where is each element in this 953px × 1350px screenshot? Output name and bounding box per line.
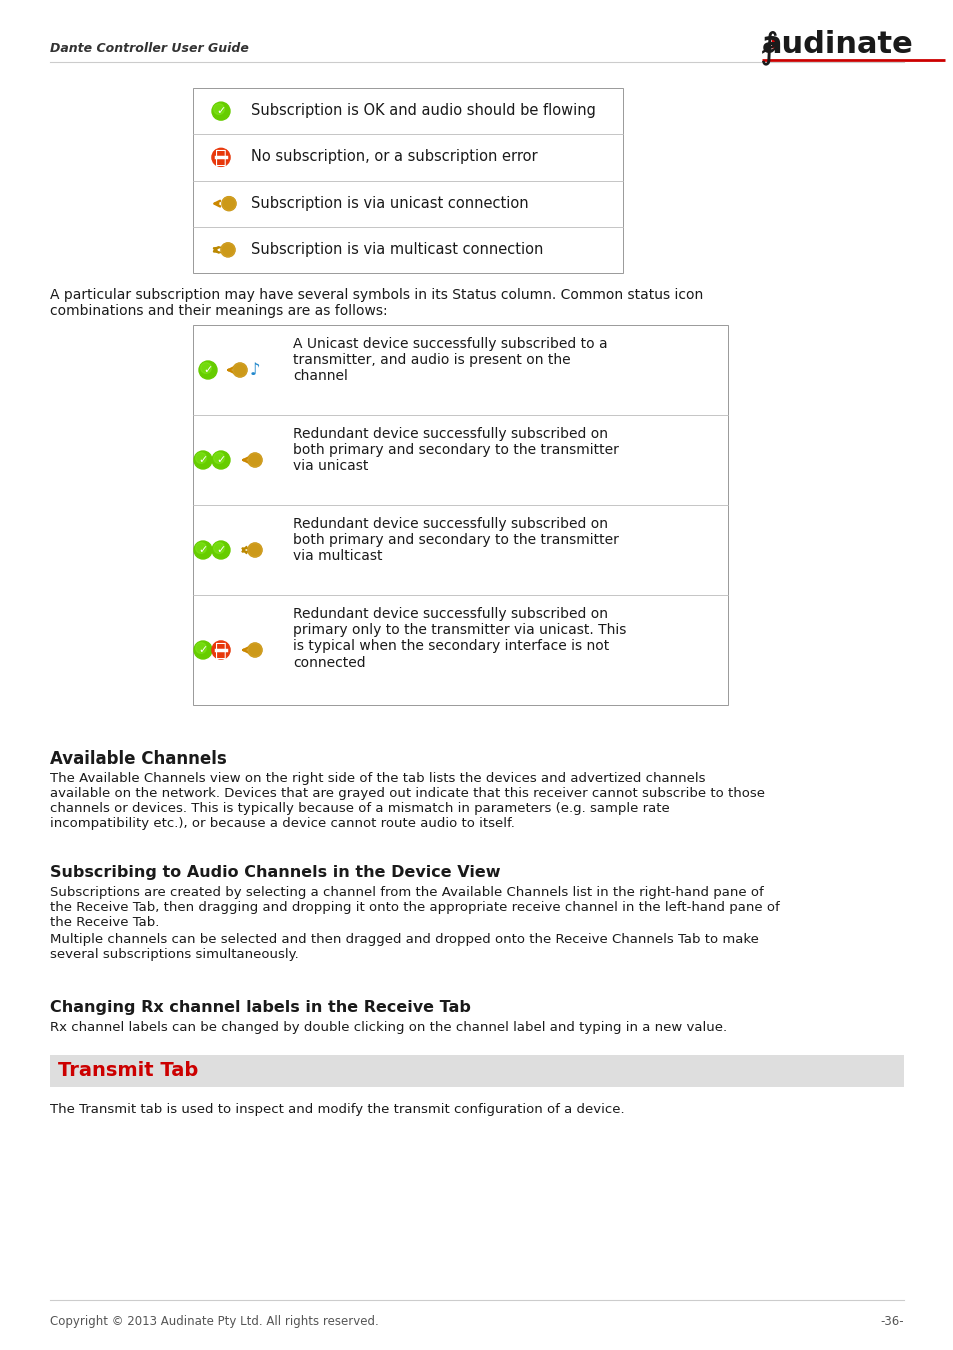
Text: ♪: ♪ [250,360,260,379]
Text: -36-: -36- [880,1315,903,1328]
Circle shape [199,360,216,379]
Circle shape [200,363,212,374]
Circle shape [212,148,230,166]
Text: Subscription is via unicast connection: Subscription is via unicast connection [251,196,528,211]
Bar [50,1054,903,1087]
Text: ⃠: ⃠ [214,640,227,660]
Text: Redundant device successfully subscribed on
both primary and secondary to the tr: Redundant device successfully subscribed… [293,517,618,563]
Circle shape [193,541,212,559]
Text: Copyright © 2013 Audinate Pty Ltd. All rights reserved.: Copyright © 2013 Audinate Pty Ltd. All r… [50,1315,378,1328]
Circle shape [195,643,206,653]
Text: ✓: ✓ [216,545,226,555]
Text: Changing Rx channel labels in the Receive Tab: Changing Rx channel labels in the Receiv… [50,1000,471,1015]
Circle shape [248,454,262,467]
Circle shape [213,104,224,115]
Text: The Transmit tab is used to inspect and modify the transmit configuration of a d: The Transmit tab is used to inspect and … [50,1103,624,1116]
Circle shape [213,452,224,463]
Circle shape [248,454,262,467]
Circle shape [233,363,247,377]
Circle shape [222,197,235,211]
Circle shape [248,543,262,558]
Text: ✓: ✓ [198,455,208,464]
Text: Redundant device successfully subscribed on
both primary and secondary to the tr: Redundant device successfully subscribed… [293,427,618,474]
Bar [193,325,727,705]
Text: A Unicast device successfully subscribed to a
transmitter, and audio is present : A Unicast device successfully subscribed… [293,338,607,383]
Bar [193,88,622,273]
Circle shape [221,243,234,256]
Circle shape [248,643,262,657]
Text: Subscription is via multicast connection: Subscription is via multicast connection [251,242,543,256]
Text: Multiple channels can be selected and then dragged and dropped onto the Receive : Multiple channels can be selected and th… [50,933,758,961]
Circle shape [233,363,247,377]
Text: ⨏: ⨏ [760,30,778,65]
Text: Transmit Tab: Transmit Tab [58,1061,198,1080]
Text: audinate: audinate [761,30,913,59]
Text: ✓: ✓ [216,107,226,116]
Circle shape [221,243,234,256]
Circle shape [212,641,230,659]
Text: ✓: ✓ [216,455,226,464]
Text: ⃠: ⃠ [214,148,227,167]
Text: ✓: ✓ [198,545,208,555]
Text: ✓: ✓ [203,364,213,375]
Text: Subscribing to Audio Channels in the Device View: Subscribing to Audio Channels in the Dev… [50,865,500,880]
Circle shape [193,641,212,659]
Circle shape [212,541,230,559]
Text: Subscription is OK and audio should be flowing: Subscription is OK and audio should be f… [251,103,596,119]
Circle shape [248,643,262,657]
Text: Available Channels: Available Channels [50,751,227,768]
Circle shape [212,148,230,166]
Text: No subscription, or a subscription error: No subscription, or a subscription error [251,150,537,165]
Circle shape [212,451,230,468]
Text: ✓: ✓ [198,645,208,655]
Text: Rx channel labels can be changed by double clicking on the channel label and typ: Rx channel labels can be changed by doub… [50,1021,726,1034]
Circle shape [222,197,235,211]
Circle shape [193,451,212,468]
Text: Redundant device successfully subscribed on
primary only to the transmitter via : Redundant device successfully subscribed… [293,608,626,670]
Circle shape [213,543,224,554]
Text: A particular subscription may have several symbols in its Status column. Common : A particular subscription may have sever… [50,288,702,319]
Circle shape [212,641,230,659]
Circle shape [195,543,206,554]
Circle shape [195,452,206,463]
Circle shape [248,543,262,558]
Text: Dante Controller User Guide: Dante Controller User Guide [50,42,249,55]
Text: The Available Channels view on the right side of the tab lists the devices and a: The Available Channels view on the right… [50,772,764,830]
Circle shape [212,103,230,120]
Text: Subscriptions are created by selecting a channel from the Available Channels lis: Subscriptions are created by selecting a… [50,886,779,929]
